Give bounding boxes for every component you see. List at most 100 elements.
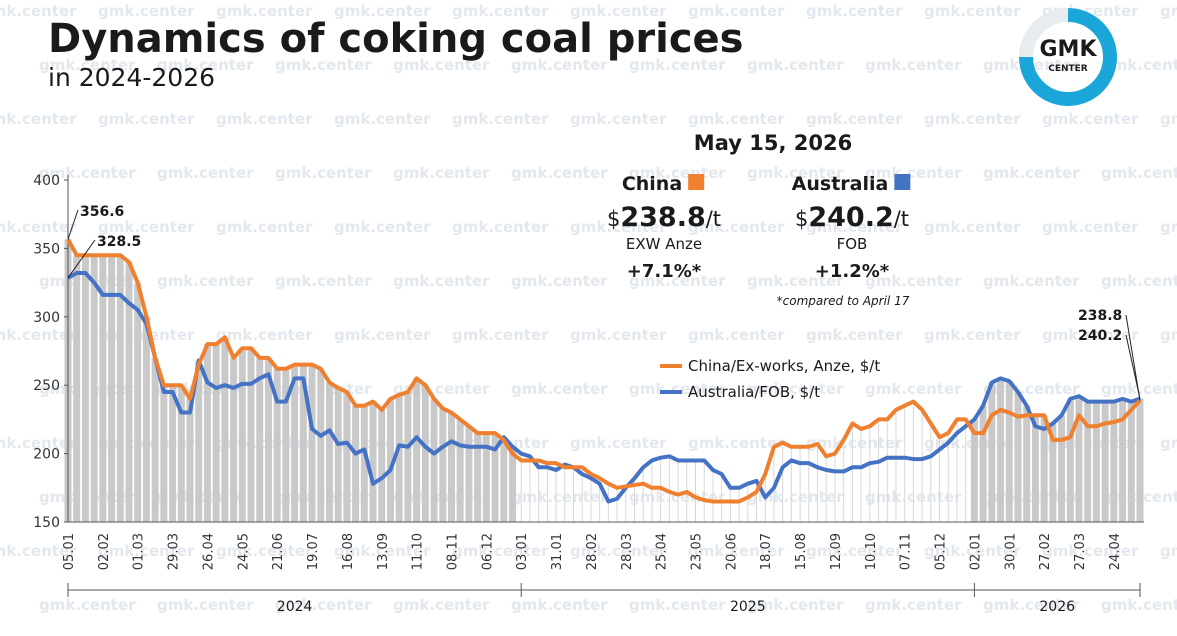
watermark: gmk.center bbox=[865, 596, 962, 614]
watermark: gmk.center bbox=[216, 326, 313, 344]
x-tick-label: 21.06 bbox=[271, 533, 286, 570]
watermark: gmk.center bbox=[806, 326, 903, 344]
watermark: gmk.center bbox=[98, 110, 195, 128]
watermark: gmk.center bbox=[39, 164, 136, 182]
watermark: gmk.center bbox=[334, 218, 431, 236]
x-tick-label: 10.10 bbox=[864, 533, 879, 570]
panel-basis: FOB bbox=[837, 235, 868, 253]
y-tick-label: 150 bbox=[33, 515, 60, 531]
y-tick-label: 300 bbox=[33, 310, 60, 326]
watermark: gmk.center bbox=[275, 596, 372, 614]
watermark: gmk.center bbox=[275, 272, 372, 290]
label-leader bbox=[67, 239, 96, 279]
x-tick-label: 11.10 bbox=[411, 533, 426, 570]
watermark: gmk.center bbox=[983, 272, 1080, 290]
x-tick-label: 28.02 bbox=[585, 533, 600, 570]
watermark: gmk.center bbox=[1042, 326, 1139, 344]
panel-note: *compared to April 17 bbox=[777, 294, 910, 308]
x-tick-label: 07.11 bbox=[899, 533, 914, 570]
watermark: gmk.center bbox=[806, 542, 903, 560]
watermark: gmk.center bbox=[1101, 596, 1177, 614]
watermark: gmk.center bbox=[216, 542, 313, 560]
x-tick-label: 12.09 bbox=[829, 533, 844, 570]
chart-subtitle: in 2024-2026 bbox=[48, 63, 215, 92]
watermark: gmk.center bbox=[0, 542, 77, 560]
x-tick-label: 26.04 bbox=[201, 533, 216, 570]
watermark: gmk.center bbox=[334, 110, 431, 128]
x-tick-label: 05.01 bbox=[62, 533, 77, 570]
watermark: gmk.center bbox=[806, 2, 903, 20]
x-tick-label: 18.07 bbox=[759, 533, 774, 570]
watermark: gmk.center bbox=[1160, 434, 1177, 452]
series-line bbox=[66, 238, 1142, 504]
watermark: gmk.center bbox=[39, 596, 136, 614]
watermark: gmk.center bbox=[157, 272, 254, 290]
legend-label: Australia/FOB, $/t bbox=[688, 383, 820, 401]
y-tick-label: 350 bbox=[33, 241, 60, 257]
x-tick-label: 27.03 bbox=[1073, 533, 1088, 570]
label-leader bbox=[1125, 334, 1141, 399]
watermark: gmk.center bbox=[393, 56, 490, 74]
x-tick-label: 19.07 bbox=[306, 533, 321, 570]
x-tick-label: 24.05 bbox=[236, 533, 251, 570]
watermark: gmk.center bbox=[334, 2, 431, 20]
logo: GMK CENTER bbox=[1019, 8, 1117, 106]
watermark: gmk.center bbox=[924, 218, 1021, 236]
watermark: gmk.center bbox=[452, 110, 549, 128]
watermark: gmk.center bbox=[570, 110, 667, 128]
watermark: gmk.center bbox=[452, 218, 549, 236]
watermark: gmk.center bbox=[865, 56, 962, 74]
watermark: gmk.center bbox=[865, 272, 962, 290]
y-tick-label: 250 bbox=[33, 378, 60, 394]
panel-name: China bbox=[622, 173, 682, 195]
watermark: gmk.center bbox=[747, 56, 844, 74]
watermark: gmk.center bbox=[1042, 218, 1139, 236]
x-tick-label: 23.05 bbox=[690, 533, 705, 570]
watermark: gmk.center bbox=[1160, 110, 1177, 128]
watermark: gmk.center bbox=[393, 164, 490, 182]
legend-label: China/Ex-works, Anze, $/t bbox=[688, 357, 880, 375]
x-tick-label: 08.11 bbox=[445, 533, 460, 570]
x-tick-label: 13.09 bbox=[376, 533, 391, 570]
watermark: gmk.center bbox=[688, 110, 785, 128]
panel-price: 238.8 bbox=[620, 202, 705, 233]
watermark: gmk.center bbox=[983, 164, 1080, 182]
panel-change: +1.2%* bbox=[815, 261, 890, 282]
watermark: gmk.center bbox=[806, 110, 903, 128]
watermark: gmk.center bbox=[0, 434, 77, 452]
plot: 150 200 250 300 350 400 05.01 02.02 01.03 29.03 26… bbox=[33, 173, 1144, 615]
watermark: gmk.center bbox=[570, 218, 667, 236]
watermark: gmk.center bbox=[865, 380, 962, 398]
panel-price: $238.8/t bbox=[607, 202, 721, 233]
x-tick-label: 29.03 bbox=[167, 533, 182, 570]
watermark: gmk.center bbox=[924, 110, 1021, 128]
x-tick-label: 03.01 bbox=[515, 533, 530, 570]
watermark: gmk.center bbox=[1101, 272, 1177, 290]
watermark: gmk.center bbox=[924, 542, 1021, 560]
watermark: gmk.center bbox=[157, 164, 254, 182]
watermark: gmk.center bbox=[393, 596, 490, 614]
watermark: gmk.center bbox=[511, 272, 608, 290]
watermark: gmk.center bbox=[334, 542, 431, 560]
watermark: gmk.center bbox=[688, 434, 785, 452]
watermark: gmk.center bbox=[0, 2, 77, 20]
watermark: gmk.center bbox=[747, 380, 844, 398]
watermark: gmk.center bbox=[629, 488, 726, 506]
watermark: gmk.center bbox=[216, 110, 313, 128]
watermark: gmk.center bbox=[629, 596, 726, 614]
watermark: gmk.center bbox=[157, 596, 254, 614]
watermark: gmk.center bbox=[688, 326, 785, 344]
watermark: gmk.center bbox=[629, 272, 726, 290]
watermark: gmk.center bbox=[570, 326, 667, 344]
watermark: gmk.center bbox=[511, 380, 608, 398]
panel-currency: $ bbox=[795, 207, 808, 231]
watermark: gmk.center bbox=[98, 542, 195, 560]
watermark: gmk.center bbox=[1101, 380, 1177, 398]
watermark: gmk.center bbox=[511, 488, 608, 506]
watermark: gmk.center bbox=[570, 542, 667, 560]
watermark: gmk.center bbox=[511, 164, 608, 182]
x-tick-label: 20.06 bbox=[724, 533, 739, 570]
watermark: gmk.center bbox=[1101, 56, 1177, 74]
watermark: gmk.center bbox=[806, 218, 903, 236]
